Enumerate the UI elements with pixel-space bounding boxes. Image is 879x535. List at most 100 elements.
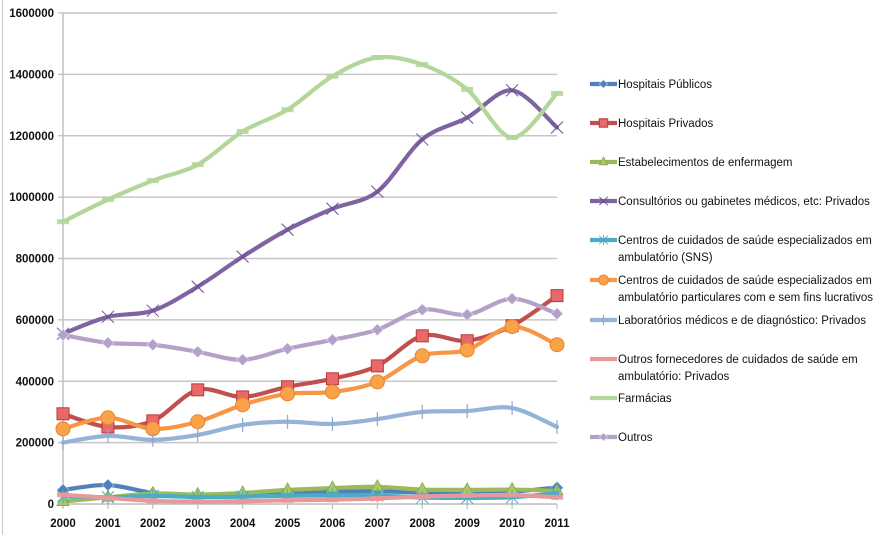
- data-point: [506, 135, 519, 141]
- data-point: [371, 54, 384, 60]
- series-3: [56, 83, 564, 341]
- x-tick-label: 2009: [454, 518, 480, 530]
- data-point: [326, 202, 339, 216]
- legend-marker-swatch: [598, 156, 609, 166]
- data-point: [505, 83, 519, 97]
- chart-frame-border: [2, 0, 3, 535]
- legend-entry: Outros fornecedores de cuidados de saúde…: [590, 354, 858, 383]
- y-tick-label: 1000000: [9, 192, 54, 204]
- data-point: [146, 304, 160, 318]
- data-point: [280, 386, 296, 402]
- data-point: [461, 86, 474, 92]
- x-tick-label: 2001: [95, 518, 121, 530]
- gridlines: [63, 12, 557, 444]
- data-point: [146, 338, 160, 352]
- data-point: [415, 329, 429, 343]
- x-tick-label: 2005: [275, 518, 301, 530]
- legend-entry: Outros: [590, 432, 653, 444]
- y-tick-label: 400000: [16, 376, 54, 388]
- x-tick-label: 2000: [50, 518, 76, 530]
- data-point: [146, 498, 159, 504]
- data-point: [506, 492, 519, 498]
- legend-label: Hospitais Privados: [618, 118, 713, 130]
- data-point: [504, 319, 520, 335]
- x-tick-label: 2002: [140, 518, 166, 530]
- data-point: [325, 333, 340, 347]
- legend-label: Outros: [618, 432, 653, 444]
- data-point: [191, 280, 205, 294]
- data-point: [324, 384, 340, 400]
- x-tick-label: 2003: [185, 518, 211, 530]
- data-point: [280, 342, 295, 356]
- data-point: [460, 308, 474, 322]
- x-tick-label: 2006: [320, 518, 346, 530]
- data-point: [326, 497, 339, 503]
- data-point: [549, 337, 565, 353]
- y-axis-tick-labels: 0 200000 400000 600000 800000 1000000 1200000 1…: [9, 8, 54, 511]
- data-point: [461, 492, 474, 498]
- data-point: [235, 397, 251, 413]
- series-line: [60, 296, 560, 362]
- legend-marker-swatch: [598, 196, 609, 206]
- legend-label: ambulatório: Privados: [618, 371, 729, 383]
- legend-label: Estabelecimentos de enfermagem: [618, 157, 793, 169]
- legend-label: ambulatório particulares com e sem fins …: [618, 292, 873, 304]
- legend-marker-swatch: [598, 274, 609, 286]
- data-point: [416, 62, 429, 68]
- data-point: [551, 494, 563, 500]
- data-point: [191, 383, 205, 397]
- legend: Hospitais Públicos Hospitais Privados Esta…: [590, 79, 873, 444]
- data-point: [281, 107, 294, 113]
- data-point: [101, 197, 114, 203]
- data-point: [414, 348, 430, 364]
- data-point: [416, 494, 429, 500]
- data-point: [551, 90, 563, 96]
- series-line: [60, 405, 560, 445]
- legend-marker-swatch: [599, 396, 608, 400]
- legend-entry: Hospitais Públicos: [590, 79, 712, 91]
- data-point: [281, 497, 294, 503]
- data-point: [236, 498, 249, 504]
- series-7: [57, 492, 563, 505]
- series-lines: [55, 54, 565, 506]
- legend-label: Consultórios ou gabinetes médicos, etc: …: [618, 196, 870, 208]
- data-point: [56, 328, 70, 342]
- data-point: [57, 219, 69, 225]
- data-point: [191, 345, 205, 359]
- data-point: [191, 499, 204, 505]
- data-point: [236, 353, 250, 367]
- y-tick-label: 1400000: [9, 69, 54, 81]
- data-point: [550, 121, 564, 134]
- legend-entry: Consultórios ou gabinetes médicos, etc: …: [590, 196, 870, 208]
- x-tick-label: 2011: [545, 518, 571, 530]
- legend-label: ambulatório (SNS): [618, 252, 713, 264]
- series-1: [56, 289, 564, 434]
- data-point: [550, 307, 564, 321]
- series-6: [60, 400, 560, 450]
- legend-marker-swatch: [598, 235, 609, 245]
- legend-marker-swatch: [599, 357, 608, 361]
- legend-entry: Centros de cuidados de saúde especializa…: [590, 235, 872, 264]
- series-5: [55, 319, 565, 437]
- data-point: [236, 128, 249, 134]
- data-point: [370, 323, 384, 337]
- data-point: [415, 133, 429, 146]
- legend-entry: Estabelecimentos de enfermagem: [590, 156, 793, 169]
- series-line: [60, 88, 560, 336]
- legend-entry: Centros de cuidados de saúde especializa…: [590, 274, 873, 304]
- data-point: [325, 372, 339, 386]
- data-point: [371, 495, 384, 501]
- data-point: [415, 303, 429, 317]
- data-point: [326, 73, 339, 79]
- legend-label: Hospitais Públicos: [618, 79, 712, 91]
- legend-label: Laboratórios médicos e de diagnóstico: P…: [618, 315, 866, 327]
- x-tick-label: 2007: [365, 518, 391, 530]
- legend-label: Centros de cuidados de saúde especializa…: [618, 275, 872, 287]
- data-point: [101, 495, 114, 501]
- series-8: [57, 54, 563, 225]
- y-tick-label: 800000: [16, 254, 54, 266]
- data-point: [100, 410, 116, 426]
- data-point: [101, 478, 115, 492]
- legend-marker-swatch: [598, 118, 609, 128]
